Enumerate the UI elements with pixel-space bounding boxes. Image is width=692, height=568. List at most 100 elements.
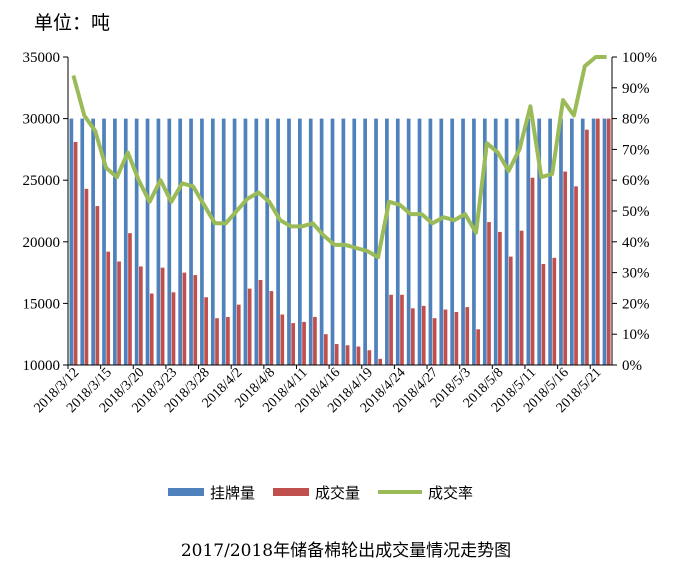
listed-bar [450,118,455,365]
listed-bar [178,118,183,365]
listed-bar [439,118,444,365]
traded-bar [541,263,546,365]
traded-bar [204,297,208,365]
legend-item-rate: 成交率 [378,482,473,503]
traded-bar [269,291,274,365]
listed-bar [548,118,552,365]
legend-label-traded: 成交量 [315,483,361,502]
listed-bar [232,118,237,365]
listed-bar [276,118,280,365]
x-axis-ticks: 2018/3/122018/3/152018/3/202018/3/232018… [32,365,605,416]
legend-item-traded: 成交量 [273,482,360,503]
listed-bar [363,118,367,365]
traded-bar [465,307,470,365]
listed-bar [580,118,585,365]
listed-bar [167,118,172,365]
traded-bar [454,312,459,365]
listed-bar [308,118,313,365]
left-tick-label: 30000 [23,112,61,128]
traded-bar [432,318,437,365]
traded-bar [280,314,285,365]
traded-bar [563,171,568,365]
listed-bar [156,118,161,365]
chart-caption: 2017/2018年储备棉轮出成交量情况走势图 [180,541,512,561]
traded-bar [519,230,524,365]
legend: 挂牌量 成交量 成交率 [168,482,491,502]
listed-bar [570,118,574,365]
traded-bar [215,318,219,365]
listed-bar [91,118,95,365]
listed-bar [559,118,563,365]
traded-bar [378,358,383,365]
listed-bar [406,118,411,365]
traded-bar [400,294,404,365]
listed-bar [352,118,357,365]
traded-bar [552,257,557,365]
listed-bar [482,118,487,365]
listed-series [69,118,607,365]
listed-bar [287,118,291,365]
right-tick-label: 90% [622,81,650,97]
legend-swatch-rate [378,490,423,494]
traded-bar [313,316,317,365]
traded-bar [302,321,306,365]
traded-bar [106,251,111,365]
traded-bar [73,142,78,365]
traded-bar [356,346,361,365]
listed-bar [134,118,139,365]
legend-label-listed: 挂牌量 [210,483,256,502]
traded-bar [606,118,611,365]
right-tick-label: 60% [622,173,650,189]
left-tick-label: 15000 [23,296,61,312]
traded-bar [139,266,143,365]
traded-bar [258,279,263,365]
traded-bar [236,304,241,365]
listed-bar [374,118,378,365]
listed-bar [526,118,531,365]
axes [67,57,613,366]
listed-bar [254,118,259,365]
legend-item-listed: 挂牌量 [168,482,255,503]
listed-bar [210,118,215,365]
listed-bar [123,118,128,365]
left-tick-label: 25000 [23,173,61,189]
listed-bar [602,118,607,365]
traded-bar [585,129,589,365]
right-tick-label: 40% [622,235,650,251]
traded-bar [323,334,328,365]
traded-bar [171,292,176,365]
traded-bar [443,309,448,365]
right-tick-label: 0% [622,358,642,374]
traded-bar [498,231,502,365]
unit-label: 单位：吨 [34,12,111,34]
chart: 10000 15000 20000 25000 30000 35000 0% 10% 20% 3… [23,50,658,416]
traded-bar [530,177,535,365]
left-tick-label: 35000 [23,50,61,66]
traded-bar [128,233,132,365]
traded-bar [411,308,415,365]
right-tick-label: 70% [622,142,650,158]
traded-bar [226,316,230,365]
rate-line [71,55,607,260]
traded-bar [193,275,198,365]
legend-swatch-traded [273,488,310,496]
traded-bar [345,345,350,365]
traded-bar [595,118,600,365]
listed-bar [102,118,106,365]
traded-bar [160,267,165,365]
listed-bar [515,118,520,365]
rate-series [71,55,607,260]
right-axis-ticks: 0% 10% 20% 30% 40% 50% 60% 70% 80% 90% 100% [612,50,657,374]
traded-bar [95,206,100,365]
right-tick-label: 10% [622,327,650,343]
right-tick-label: 80% [622,112,650,128]
listed-bar [461,118,465,365]
traded-bar [291,323,296,365]
listed-bar [341,118,346,365]
traded-bar [487,222,491,365]
listed-bar [200,118,204,365]
listed-bar [537,118,542,365]
listed-bar [298,118,302,365]
traded-bar [574,186,578,365]
traded-bar [149,293,154,365]
